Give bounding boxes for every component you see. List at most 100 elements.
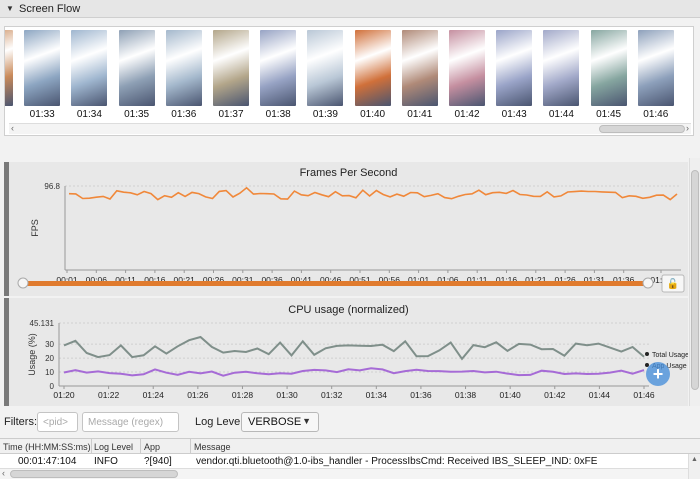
column-header-message[interactable]: Message xyxy=(194,442,231,452)
thumbnail-time-label: 01:45 xyxy=(596,109,622,120)
add-button[interactable] xyxy=(646,362,670,386)
cpu-chart-title: CPU usage (normalized) xyxy=(288,304,409,316)
cpu-x-tick-label: 01:20 xyxy=(53,390,75,400)
fps-x-tick-label: 01:21 xyxy=(525,275,547,285)
fps-panel: Frames Per Second 96.8 FPS 00:01 00:06 00:11… xyxy=(4,162,688,296)
cpu-x-tick-label: 01:24 xyxy=(143,390,165,400)
timeline-slider-track xyxy=(23,281,649,286)
screen-flow-scrollbar[interactable]: ‹ › xyxy=(9,123,691,134)
log-vertical-scrollbar[interactable]: ▲ xyxy=(688,454,700,479)
cpu-y-tick-label: 30 xyxy=(45,340,54,349)
screen-flow-thumbnail[interactable] xyxy=(401,30,438,106)
thumbnail-time-label: 01:38 xyxy=(265,109,291,120)
fps-x-tick-label: 00:46 xyxy=(320,275,342,285)
collapse-triangle-icon[interactable]: ▼ xyxy=(6,4,14,13)
fps-x-tick-label: 00:01 xyxy=(56,275,78,285)
thumbnail-time-label: 01:44 xyxy=(548,109,574,120)
log-message: vendor.qti.bluetooth@1.0-ibs_handler - P… xyxy=(196,456,598,467)
plus-icon: + xyxy=(653,364,664,384)
thumbnail-time-label: 01:43 xyxy=(501,109,527,120)
timeline-slider-start-handle xyxy=(17,277,29,289)
thumbnail-time-label: 01:35 xyxy=(124,109,150,120)
fps-x-tick-label: 01:44 xyxy=(650,275,672,285)
cpu-app-usage-line xyxy=(63,367,645,377)
cpu-x-tick-label: 01:26 xyxy=(187,390,209,400)
log-scrollbar-thumb[interactable] xyxy=(10,470,178,478)
thumbnail-time-label: 01:41 xyxy=(407,109,433,120)
column-header-time[interactable]: Time (HH:MM:SS:ms) xyxy=(3,442,91,452)
screen-flow-thumbnail[interactable] xyxy=(496,30,533,106)
screen-flow-thumbnail[interactable] xyxy=(543,30,580,106)
screen-flow-header[interactable]: ▼ Screen Flow xyxy=(0,0,700,18)
cpu-total-usage-line xyxy=(63,335,645,361)
pid-filter-input[interactable]: <pid> xyxy=(37,412,78,432)
screen-flow-thumbnail[interactable] xyxy=(213,30,249,106)
fps-x-tick-label: 00:41 xyxy=(291,275,313,285)
unlock-icon: 🔓 xyxy=(667,277,679,290)
log-table-header: Time (HH:MM:SS:ms) Log Level App Message xyxy=(0,438,700,455)
legend-label: Total Usage xyxy=(652,352,688,359)
thumbnail-time-label: 2 xyxy=(5,109,18,120)
scroll-left-icon[interactable]: ‹ xyxy=(11,123,14,133)
timeline-slider-end-handle xyxy=(642,277,654,289)
fps-x-tick-label: 01:06 xyxy=(437,275,459,285)
log-level-select[interactable]: VERBOSE ▼ xyxy=(241,412,319,432)
cpu-x-tick-label: 01:22 xyxy=(98,390,120,400)
column-header-level[interactable]: Log Level xyxy=(94,442,134,452)
fps-x-tick-label: 01:16 xyxy=(496,275,518,285)
fps-x-tick-label: 00:36 xyxy=(261,275,283,285)
fps-chart: 96.8 FPS 00:01 00:06 00:11 00:16 00:21 00:26 00:… xyxy=(17,182,685,293)
fps-x-tick-label: 00:31 xyxy=(232,275,254,285)
fps-x-tick-label: 00:06 xyxy=(86,275,108,285)
cpu-y-tick-label: 20 xyxy=(45,354,54,363)
scroll-left-icon[interactable]: ‹ xyxy=(2,468,5,478)
thumbnail-time-label: 01:34 xyxy=(76,109,102,120)
screen-flow-title: Screen Flow xyxy=(19,3,81,15)
table-row[interactable]: 00:01:47:104 INFO ?[940] vendor.qti.blue… xyxy=(0,454,688,468)
screen-flow-thumbnail[interactable] xyxy=(307,30,344,106)
screen-flow-thumbnail[interactable] xyxy=(165,30,202,106)
log-level: INFO xyxy=(94,456,118,467)
scroll-up-icon[interactable]: ▲ xyxy=(691,456,698,463)
cpu-x-tick-label: 01:42 xyxy=(544,390,566,400)
cpu-x-tick-label: 01:32 xyxy=(321,390,343,400)
cpu-chart: 45.131 30 20 10 0 Usage (%) 01:20 01:22 01:24 01:… xyxy=(27,319,688,400)
screen-flow-thumbnail[interactable] xyxy=(637,30,674,106)
scrollbar-thumb[interactable] xyxy=(599,125,685,133)
fps-x-tick-label: 01:11 xyxy=(467,275,488,285)
fps-x-tick-label: 01:31 xyxy=(584,275,606,285)
screen-flow-thumbnail[interactable] xyxy=(24,30,61,106)
screen-flow-thumbnail[interactable] xyxy=(118,30,155,106)
column-header-app[interactable]: App xyxy=(144,442,161,452)
screen-flow-thumbnail[interactable] xyxy=(354,30,391,106)
screen-flow-thumbnail[interactable] xyxy=(449,30,485,106)
fps-chart-title: Frames Per Second xyxy=(299,167,398,179)
cpu-y-tick-label: 10 xyxy=(45,368,54,377)
fps-x-tick-label: 01:01 xyxy=(408,275,430,285)
cpu-x-tick-label: 01:46 xyxy=(633,390,655,400)
screen-flow-thumbnail[interactable] xyxy=(5,30,13,106)
cpu-x-tick-label: 01:34 xyxy=(366,390,388,400)
cpu-plot-area xyxy=(59,323,649,386)
screen-flow-thumbnail[interactable] xyxy=(260,30,297,106)
fps-x-tick-label: 00:16 xyxy=(144,275,166,285)
thumbnail-time-label: 01:39 xyxy=(312,109,338,120)
screen-flow-thumbnail[interactable] xyxy=(590,30,627,106)
fps-x-tick-label: 00:51 xyxy=(349,275,371,285)
fps-x-tick-label: 01:26 xyxy=(554,275,576,285)
thumbnail-time-label: 01:40 xyxy=(360,109,386,120)
thumbnail-time-label: 01:37 xyxy=(218,109,244,120)
fps-x-tick-label: 00:56 xyxy=(379,275,401,285)
thumbnail-time-label: 01:42 xyxy=(454,109,480,120)
vertical-scrollbar-thumb[interactable] xyxy=(691,170,699,390)
charts-vertical-scrollbar[interactable] xyxy=(689,158,700,406)
scroll-right-icon[interactable]: › xyxy=(686,123,689,133)
message-filter-input[interactable]: Message (regex) xyxy=(82,412,179,432)
log-horizontal-scrollbar[interactable]: ‹ xyxy=(0,468,688,479)
legend-label: App Usage xyxy=(652,363,687,370)
lock-button[interactable] xyxy=(661,274,685,293)
screen-flow-thumbnail[interactable] xyxy=(71,30,108,106)
cpu-y-tick-label: 45.131 xyxy=(30,319,55,328)
chevron-down-icon: ▼ xyxy=(302,416,311,426)
thumbnail-time-label: 01:36 xyxy=(171,109,197,120)
